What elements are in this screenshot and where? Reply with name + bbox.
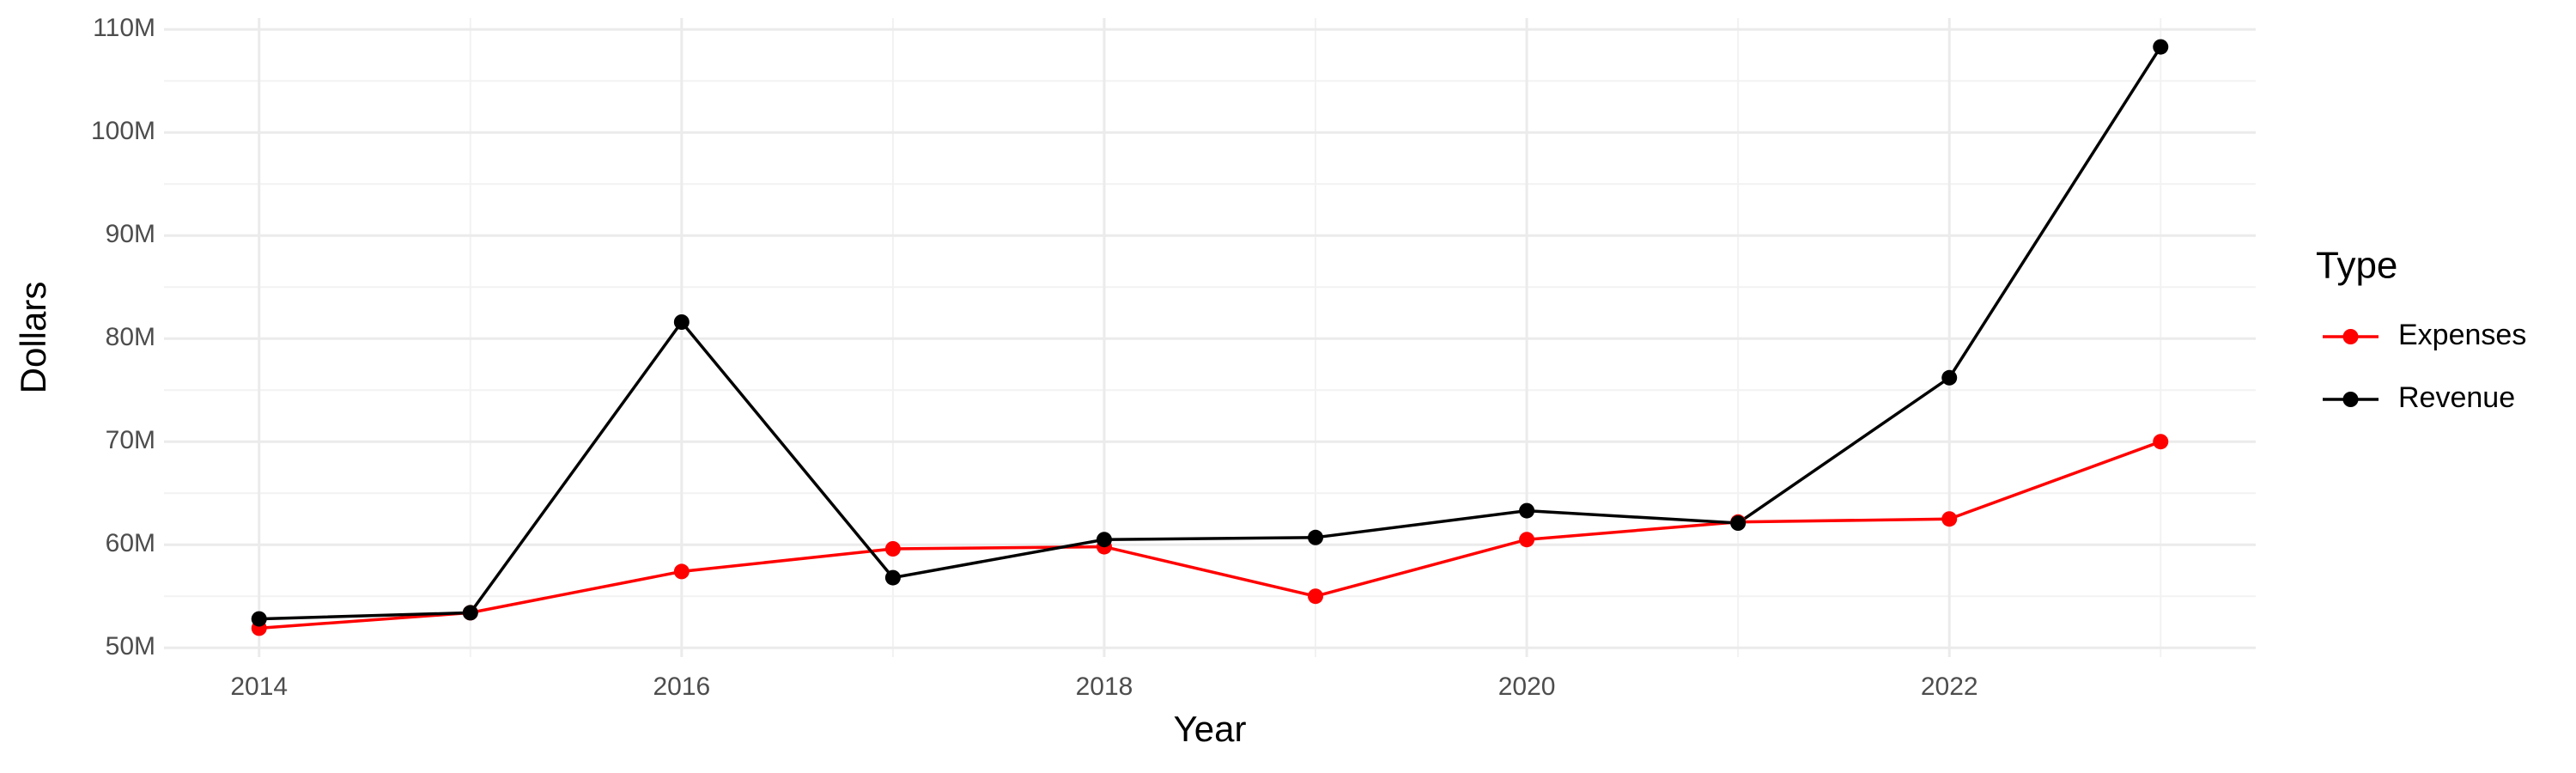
data-point [673,563,690,580]
y-tick-label: 60M [106,529,155,557]
data-point [1308,529,1324,545]
data-point [1941,369,1958,386]
series-line [258,440,2161,630]
legend-key-point [2342,392,2359,407]
y-tick-label: 110M [93,14,155,42]
data-point [1519,532,1535,548]
x-tick-label: 2020 [1498,673,1556,701]
data-point [251,611,267,627]
data-point [673,314,690,330]
y-tick-label: 100M [91,117,155,145]
x-tick-label: 2014 [230,673,288,701]
data-point [1519,502,1535,519]
data-point [462,605,478,621]
data-point [1941,511,1958,527]
data-point [2153,39,2169,55]
legend-title: Type [2316,245,2397,287]
y-tick-label: 80M [106,323,155,351]
y-tick-label: 90M [106,220,155,248]
x-axis-title: Year [1174,709,1247,749]
x-tick-label: 2018 [1076,673,1133,701]
y-axis-title: Dollars [13,282,53,394]
series-line [258,46,2162,621]
y-tick-label: 70M [106,426,155,454]
data-point [1308,588,1324,605]
x-tick-label: 2022 [1921,673,1978,701]
legend-key-point [2342,329,2359,344]
legend-label: Revenue [2398,381,2515,414]
data-point [884,569,901,586]
y-tick-label: 50M [106,632,155,660]
x-tick-label: 2016 [653,673,710,701]
data-point [884,541,901,557]
data-point [2153,434,2169,450]
data-point [1730,515,1747,531]
legend-label: Expenses [2398,319,2526,351]
data-point [1096,532,1112,548]
